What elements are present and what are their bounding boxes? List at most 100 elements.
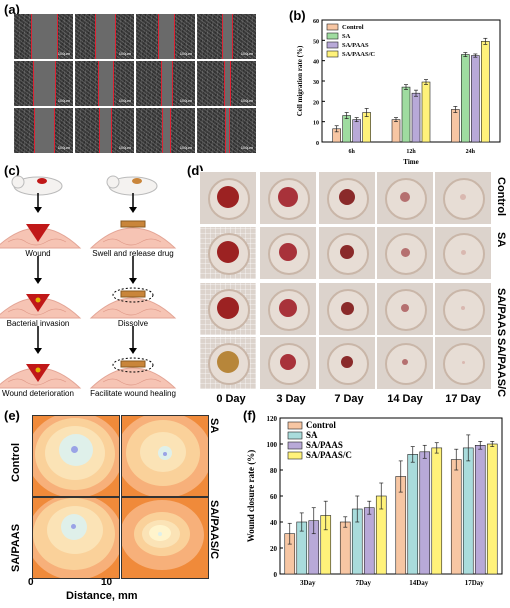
wound-photo: [259, 171, 317, 225]
mouse-wound-spot: [37, 178, 47, 184]
x-tick-label: 0: [28, 577, 34, 588]
bar-sa-paas: [363, 507, 375, 575]
x-tick-label: 3Day: [300, 579, 316, 587]
day-label: 14 Day: [387, 393, 423, 405]
day-label: 7 Day: [334, 393, 364, 405]
arrow-head: [129, 348, 137, 354]
wound-photo: [199, 171, 257, 225]
legend-label: Control: [306, 420, 336, 430]
legend-label: SA: [306, 430, 318, 440]
dressing-patch: [120, 360, 146, 368]
y-tick-label: 100: [267, 441, 278, 449]
bar-control: [450, 459, 462, 575]
wound-photo: [376, 282, 434, 336]
panel-c-label: (c): [4, 163, 20, 178]
wound-lesion: [26, 224, 50, 242]
microscopy-image: 100µm: [197, 14, 256, 59]
microscopy-image: 100µm: [197, 61, 256, 106]
bar-sa-paas: [411, 92, 421, 143]
mouse-head: [11, 175, 25, 189]
microscopy-image: 100µm: [75, 14, 134, 59]
bacteria-marker: [35, 297, 41, 303]
bar-sa-paas-c: [486, 443, 498, 575]
bar-sa: [407, 454, 419, 575]
legend-label: SA/PAAS/C: [306, 450, 352, 460]
y-axis-label: Cell migration rate (%): [296, 45, 304, 116]
scale-bar-label: 100µm: [57, 145, 70, 150]
tissue-fiber: [102, 378, 162, 386]
bar-sa-paas-c: [421, 81, 431, 143]
scale-bar-label: 100µm: [57, 51, 70, 56]
y-tick-label: 40: [270, 519, 278, 527]
x-tick-label: 17Day: [465, 579, 485, 587]
skin-tissue: [89, 227, 177, 249]
wound-photo: [376, 171, 434, 225]
caption-right: Swell and release drug: [92, 249, 174, 258]
mouse-head: [106, 175, 120, 189]
x-tick-label: 6h: [348, 149, 355, 155]
microscopy-image: 100µm: [14, 14, 73, 59]
contour-title: SA/PAAS/C: [208, 500, 220, 560]
wound-photo: [199, 282, 257, 336]
dressing-patch: [120, 220, 146, 228]
contour-title: SA/PAAS: [10, 523, 22, 572]
y-tick-label: 60: [270, 493, 278, 501]
dissolve-outline: [112, 357, 154, 373]
scale-bar-label: 100µm: [118, 98, 131, 103]
wound-photo: [199, 336, 257, 390]
caption-left: Wound: [25, 249, 51, 258]
scale-bar-label: 100µm: [179, 51, 192, 56]
bar-sa-paas: [419, 451, 431, 575]
microscopy-image: 100µm: [75, 61, 134, 106]
contour-title: Control: [10, 442, 22, 482]
legend-label: SA/PAAS/C: [342, 51, 375, 58]
arrow-head: [129, 207, 137, 213]
dissolve-outline: [112, 287, 154, 303]
panel-a-label: (a): [4, 2, 20, 17]
scale-bar-label: 100µm: [240, 51, 253, 56]
panel-e-label: (e): [4, 408, 20, 423]
contour-map: [32, 497, 120, 579]
row-label: SA/PAAS/C: [495, 338, 507, 398]
x-tick-label: 12h: [406, 149, 416, 155]
y-tick-label: 40: [313, 60, 319, 66]
panel-b-chart: 0 10 20 30 40 50 60 6h 12h 24h Control SA SA/PAAS SA/…: [296, 19, 501, 166]
bar-control: [339, 521, 351, 575]
wound-lesion: [26, 294, 50, 312]
scale-bar-label: 100µm: [118, 51, 131, 56]
microscopy-image: 100µm: [136, 14, 195, 59]
wound-photo: [199, 226, 257, 280]
panel-f-chart: 0 20 40 60 80 100 120 3Day 7Day 14Day 17Day Control…: [246, 415, 503, 587]
wound-lesion: [26, 364, 50, 382]
legend-swatch: [326, 23, 339, 31]
caption-right: Facilitate wound healing: [90, 389, 176, 398]
day-label: 3 Day: [276, 393, 306, 405]
legend-swatch: [287, 421, 303, 430]
wound-photo: [434, 171, 492, 225]
wound-photo: [318, 171, 376, 225]
wound-photo: [318, 282, 376, 336]
bar-sa-paas: [352, 119, 361, 143]
scale-bar-label: 100µm: [240, 98, 253, 103]
arrow-head: [34, 278, 42, 284]
scale-bar-label: 100µm: [179, 98, 192, 103]
scale-bar-label: 100µm: [240, 145, 253, 150]
caption-left: Wound deterioration: [2, 389, 74, 398]
scale-bar-label: 100µm: [179, 145, 192, 150]
bar-sa-paas-c: [481, 41, 490, 143]
microscopy-image: 100µm: [197, 108, 256, 153]
wound-photo: [434, 226, 492, 280]
x-tick-label: 10: [101, 577, 113, 588]
y-tick-label: 0: [274, 571, 278, 579]
contour-title: SA: [208, 418, 220, 434]
legend-swatch: [287, 451, 303, 460]
bar-sa: [342, 115, 351, 143]
legend-swatch: [326, 41, 339, 49]
wound-photo: [376, 336, 434, 390]
bar-sa: [462, 447, 474, 575]
bar-control: [451, 109, 460, 143]
bacteria-marker: [35, 367, 41, 373]
x-tick-label: 7Day: [355, 579, 371, 587]
panel-b-label: (b): [289, 8, 306, 23]
bar-sa-paas-c: [362, 112, 371, 143]
